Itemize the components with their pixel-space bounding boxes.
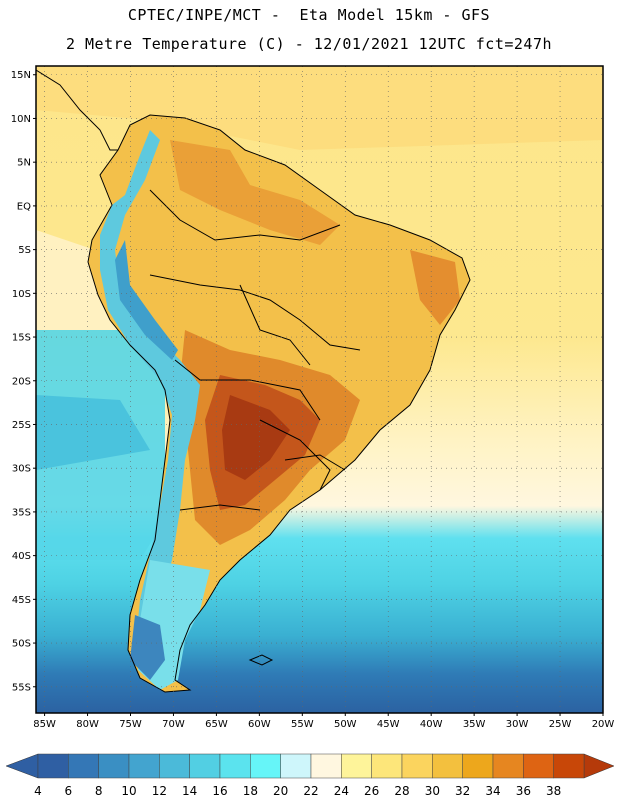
lat-tick-label: 20S [12, 376, 31, 387]
colorbar-swatch [492, 753, 524, 779]
colorbar-label: 30 [425, 784, 440, 798]
lon-tick-label: 25W [549, 719, 572, 730]
land-extreme-region [222, 395, 290, 480]
colorbar-swatch [310, 753, 342, 779]
colorbar-label: 20 [273, 784, 288, 798]
colorbar-swatch [250, 753, 281, 779]
lat-tick-label: 25S [12, 420, 31, 431]
colorbar-left-arrow [5, 753, 39, 779]
patagonia-coldest [130, 615, 165, 680]
colorbar-swatch [462, 753, 494, 779]
falklands [248, 654, 274, 666]
lon-tick-label: 60W [248, 719, 271, 730]
colorbar: 4 6 8 10 12 14 16 18 20 22 24 26 28 30 32 34 36 38 [5, 753, 615, 798]
colorbar-swatch [37, 753, 69, 779]
pacific-light-band [36, 230, 120, 330]
pacific-cold-band [36, 395, 150, 470]
lon-tick-label: 85W [33, 719, 56, 730]
colorbar-swatch [280, 753, 312, 779]
lat-tick-label: EQ [17, 201, 31, 212]
lon-tick-label: 75W [119, 719, 142, 730]
colorbar-label: 28 [394, 784, 409, 798]
andes-cool-strip [100, 130, 200, 650]
lat-tick-label: 45S [12, 595, 31, 606]
colorbar-right-arrow [583, 753, 615, 779]
colorbar-swatch [523, 753, 554, 779]
colorbar-swatch [189, 753, 221, 779]
colorbar-swatch [159, 753, 190, 779]
lat-tick-label: 35S [12, 507, 31, 518]
colorbar-label: 38 [546, 784, 561, 798]
colorbar-swatch [401, 753, 433, 779]
colorbar-swatch [219, 753, 251, 779]
lon-tick-label: 35W [463, 719, 486, 730]
lat-tick-label: 10N [11, 114, 31, 125]
lat-tick-label: 5S [18, 245, 31, 256]
colorbar-swatch [128, 753, 160, 779]
colorbar-label: 26 [364, 784, 379, 798]
colorbar-label: 22 [303, 784, 318, 798]
lon-tick-label: 20W [592, 719, 615, 730]
colorbar-label: 24 [334, 784, 349, 798]
central-america-coast [36, 69, 118, 151]
north-hot-patch [170, 140, 340, 245]
lon-tick-label: 30W [506, 719, 529, 730]
colorbar-label: 10 [121, 784, 136, 798]
map-frame [35, 65, 604, 714]
lon-tick-label: 65W [205, 719, 228, 730]
colorbar-swatch [68, 753, 99, 779]
chart-title: CPTEC/INPE/MCT - Eta Model 15km - GFS [127, 6, 491, 24]
lat-tick-label: 15S [12, 333, 31, 344]
lon-tick-label: 55W [291, 719, 314, 730]
colorbar-label: 8 [95, 784, 103, 798]
lon-tick-label: 40W [420, 719, 443, 730]
lat-tick-label: 55S [12, 682, 31, 693]
lat-tick-label: 30S [12, 464, 31, 475]
border-lines [149, 189, 361, 511]
lat-tick-label: 10S [12, 289, 31, 300]
colorbar-label: 32 [455, 784, 470, 798]
lon-tick-label: 80W [76, 719, 99, 730]
coastline [87, 114, 471, 693]
colorbar-label: 14 [182, 784, 197, 798]
colorbar-label: 4 [34, 784, 42, 798]
andes-cold-strip [115, 240, 178, 360]
colorbar-swatch [341, 753, 372, 779]
colorbar-label: 18 [243, 784, 258, 798]
lat-tick-label: 40S [12, 551, 31, 562]
lon-tick-label: 45W [377, 719, 400, 730]
colorbar-label: 34 [485, 784, 500, 798]
colorbar-swatch [98, 753, 130, 779]
northeast-hot-patch [410, 250, 460, 325]
lat-tick-label: 15N [11, 70, 31, 81]
caribbean-warm [36, 66, 603, 150]
colorbar-swatch [553, 753, 585, 779]
colorbar-label: 16 [212, 784, 227, 798]
lon-tick-label: 50W [334, 719, 357, 730]
colorbar-swatch [371, 753, 403, 779]
chart-subtitle: 2 Metre Temperature (C) - 12/01/2021 12U… [65, 35, 553, 53]
colorbar-swatch [432, 753, 463, 779]
lat-tick-label: 5N [17, 158, 31, 169]
colorbar-label: 36 [516, 784, 531, 798]
colorbar-label: 12 [152, 784, 167, 798]
lon-tick-label: 70W [162, 719, 185, 730]
colorbar-label: 6 [65, 784, 73, 798]
lat-tick-label: 50S [12, 639, 31, 650]
